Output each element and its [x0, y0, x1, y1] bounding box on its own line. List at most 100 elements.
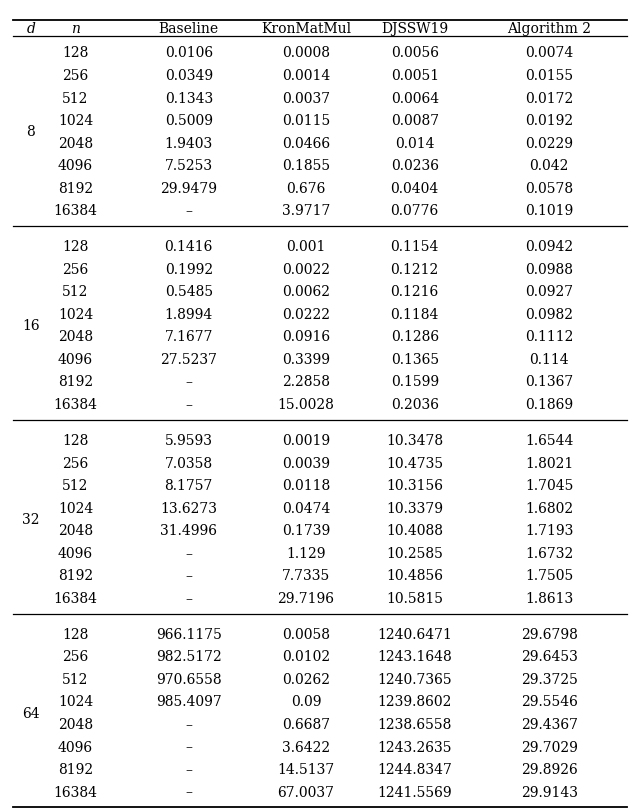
Text: 4096: 4096 [58, 546, 93, 560]
Text: 0.5485: 0.5485 [164, 285, 213, 299]
Text: 32: 32 [22, 513, 40, 526]
Text: 2048: 2048 [58, 717, 93, 731]
Text: 0.114: 0.114 [529, 353, 569, 367]
Text: –: – [186, 740, 192, 753]
Text: 1.6802: 1.6802 [525, 501, 573, 515]
Text: 5.9593: 5.9593 [165, 434, 212, 448]
Text: 0.1739: 0.1739 [282, 524, 330, 538]
Text: 0.1154: 0.1154 [390, 240, 439, 254]
Text: 10.2585: 10.2585 [387, 546, 443, 560]
Text: 0.0578: 0.0578 [525, 182, 573, 195]
Text: 982.5172: 982.5172 [156, 650, 221, 663]
Text: 0.1367: 0.1367 [525, 375, 573, 389]
Text: 1238.6558: 1238.6558 [378, 717, 452, 731]
Text: 0.0062: 0.0062 [282, 285, 330, 299]
Text: 128: 128 [62, 627, 89, 641]
Text: 1024: 1024 [58, 694, 93, 709]
Text: 10.3156: 10.3156 [386, 478, 444, 492]
Text: 0.2036: 0.2036 [390, 397, 439, 411]
Text: 16384: 16384 [54, 785, 97, 799]
Text: 0.5009: 0.5009 [165, 114, 212, 128]
Text: 16384: 16384 [54, 397, 97, 411]
Text: 10.4735: 10.4735 [386, 456, 444, 470]
Text: 64: 64 [22, 706, 40, 720]
Text: 0.09: 0.09 [291, 694, 321, 709]
Text: 0.0262: 0.0262 [282, 672, 330, 686]
Text: 0.1286: 0.1286 [390, 330, 439, 344]
Text: 10.3478: 10.3478 [386, 434, 444, 448]
Text: 0.1184: 0.1184 [390, 307, 439, 321]
Text: –: – [186, 569, 192, 582]
Text: 1.6544: 1.6544 [525, 434, 573, 448]
Text: 512: 512 [62, 285, 89, 299]
Text: 8192: 8192 [58, 762, 93, 776]
Text: 4096: 4096 [58, 159, 93, 173]
Text: 1.6732: 1.6732 [525, 546, 573, 560]
Text: 0.0466: 0.0466 [282, 136, 330, 151]
Text: 67.0037: 67.0037 [277, 785, 335, 799]
Text: 0.1343: 0.1343 [164, 92, 213, 105]
Text: 1.7045: 1.7045 [525, 478, 573, 492]
Text: 0.0927: 0.0927 [525, 285, 573, 299]
Text: 0.0118: 0.0118 [282, 478, 330, 492]
Text: 1239.8602: 1239.8602 [378, 694, 452, 709]
Text: DJSSW19: DJSSW19 [381, 22, 448, 36]
Text: 1243.2635: 1243.2635 [378, 740, 452, 753]
Text: 29.9479: 29.9479 [160, 182, 218, 195]
Text: 15.0028: 15.0028 [278, 397, 334, 411]
Text: 0.0064: 0.0064 [390, 92, 439, 105]
Text: 128: 128 [62, 434, 89, 448]
Text: –: – [186, 717, 192, 731]
Text: 7.1677: 7.1677 [164, 330, 213, 344]
Text: 29.5546: 29.5546 [521, 694, 577, 709]
Text: 0.676: 0.676 [286, 182, 326, 195]
Text: 1.7193: 1.7193 [525, 524, 573, 538]
Text: 10.4088: 10.4088 [386, 524, 444, 538]
Text: 1.9403: 1.9403 [164, 136, 213, 151]
Text: 0.1869: 0.1869 [525, 397, 573, 411]
Text: 0.0102: 0.0102 [282, 650, 330, 663]
Text: 0.042: 0.042 [529, 159, 569, 173]
Text: 0.1212: 0.1212 [390, 263, 439, 277]
Text: 4096: 4096 [58, 353, 93, 367]
Text: 0.1992: 0.1992 [164, 263, 213, 277]
Text: 0.3399: 0.3399 [282, 353, 330, 367]
Text: 0.0014: 0.0014 [282, 69, 330, 83]
Text: 0.0236: 0.0236 [390, 159, 439, 173]
Text: –: – [186, 591, 192, 605]
Text: 2048: 2048 [58, 524, 93, 538]
Text: 29.3725: 29.3725 [521, 672, 577, 686]
Text: 0.0349: 0.0349 [164, 69, 213, 83]
Text: 29.7196: 29.7196 [277, 591, 335, 605]
Text: 3.6422: 3.6422 [282, 740, 330, 753]
Text: 0.0106: 0.0106 [164, 46, 213, 60]
Text: 0.0155: 0.0155 [525, 69, 573, 83]
Text: 29.6798: 29.6798 [521, 627, 577, 641]
Text: 10.4856: 10.4856 [386, 569, 444, 582]
Text: –: – [186, 375, 192, 389]
Text: 985.4097: 985.4097 [156, 694, 221, 709]
Text: Baseline: Baseline [159, 22, 219, 36]
Text: 0.1365: 0.1365 [390, 353, 439, 367]
Text: 0.1216: 0.1216 [390, 285, 439, 299]
Text: 7.7335: 7.7335 [282, 569, 330, 582]
Text: 1.8613: 1.8613 [525, 591, 573, 605]
Text: 0.0988: 0.0988 [525, 263, 573, 277]
Text: 8192: 8192 [58, 375, 93, 389]
Text: 0.0008: 0.0008 [282, 46, 330, 60]
Text: 128: 128 [62, 240, 89, 254]
Text: 29.8926: 29.8926 [521, 762, 577, 776]
Text: 8: 8 [26, 125, 35, 139]
Text: 1024: 1024 [58, 114, 93, 128]
Text: 1240.6471: 1240.6471 [378, 627, 452, 641]
Text: 0.0942: 0.0942 [525, 240, 573, 254]
Text: 1240.7365: 1240.7365 [378, 672, 452, 686]
Text: 0.0982: 0.0982 [525, 307, 573, 321]
Text: 10.3379: 10.3379 [386, 501, 444, 515]
Text: 0.0037: 0.0037 [282, 92, 330, 105]
Text: Algorithm 2: Algorithm 2 [507, 22, 591, 36]
Text: 0.001: 0.001 [286, 240, 326, 254]
Text: 0.0039: 0.0039 [282, 456, 330, 470]
Text: 512: 512 [62, 92, 89, 105]
Text: 128: 128 [62, 46, 89, 60]
